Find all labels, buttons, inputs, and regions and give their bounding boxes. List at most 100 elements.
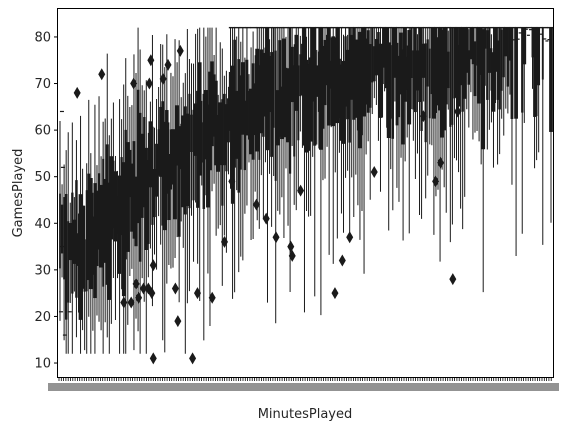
box-body [157,129,160,176]
box-body [415,50,419,91]
box-body [389,45,392,119]
box-body [200,122,203,163]
box-body [510,27,514,119]
box-body [120,157,123,236]
box-body [60,204,64,254]
outlier-point [159,72,167,85]
box-body [134,176,138,247]
box-body [67,221,70,303]
box-body [63,197,66,280]
outlier-point [297,184,305,197]
box-body [369,44,372,108]
box-body [354,39,358,118]
box-body [308,57,313,142]
box-body [341,60,346,144]
outlier-point [149,259,157,272]
box-body [180,123,183,170]
outlier-point [370,166,378,179]
box-body [237,59,240,193]
box-body [301,43,304,96]
outlier-point [145,77,153,90]
box-body [436,37,440,106]
box-body [531,27,534,58]
box-body [65,193,68,320]
box-body [153,169,156,218]
box-body [391,27,394,139]
box-body [294,34,299,111]
box-body [323,39,327,106]
box-body [371,27,374,83]
box-body [456,45,461,107]
box-body [193,103,198,156]
outlier-point [174,315,182,328]
box-body [233,39,236,168]
box-body [514,27,518,119]
box-body [496,40,499,100]
box-body [414,27,417,113]
box-body [302,27,307,146]
box-body [130,163,134,232]
box-body [454,27,459,98]
box-body [144,147,148,250]
box-body [349,34,354,100]
box-body [488,27,491,73]
box-body [500,29,503,91]
outlier-point [252,198,260,211]
box-body [148,121,153,188]
box-body [255,48,260,152]
box-body [304,59,309,153]
box-body [444,27,448,105]
box-body [126,142,130,252]
box-body [297,65,300,141]
box-body [348,27,351,143]
box-body [151,126,154,225]
box-body [97,173,101,250]
outlier-point [149,352,157,365]
box-body [251,63,255,160]
box-body [290,46,294,103]
box-body [407,30,412,125]
box-body [463,27,467,99]
outlier-point [148,287,156,300]
box-body [87,173,91,281]
box-body [541,27,544,80]
box-body [477,27,481,104]
box-body [102,158,105,287]
outlier-point [171,282,179,295]
box-body [59,193,61,269]
box-body [259,49,263,134]
box-body [356,39,359,131]
box-body [535,27,538,117]
y-tick-label: 60 [34,124,51,139]
box-body [253,83,257,136]
box-body [403,27,407,102]
box-body [278,40,282,137]
box-body [105,144,109,285]
box-body [424,43,427,143]
box-body [281,38,286,138]
box-body [121,162,126,297]
box-body [382,27,387,68]
box-body [75,180,78,298]
y-tick-label: 50 [34,170,51,185]
box-body [230,65,235,204]
box-body [447,51,450,89]
box-body [85,190,88,292]
box-body [202,93,206,209]
box-body [549,27,553,132]
box-body [214,80,218,166]
box-body [78,194,83,320]
box-body [109,156,114,240]
box-body [183,106,187,215]
y-tick-label: 20 [34,310,51,325]
box-body [243,100,247,171]
box-body [293,65,296,157]
box-body [395,42,399,126]
box-body [399,32,403,95]
box-body [280,86,284,140]
box-body [453,27,456,99]
box-body [481,29,486,150]
box-body [91,216,95,275]
box-body [386,42,391,139]
